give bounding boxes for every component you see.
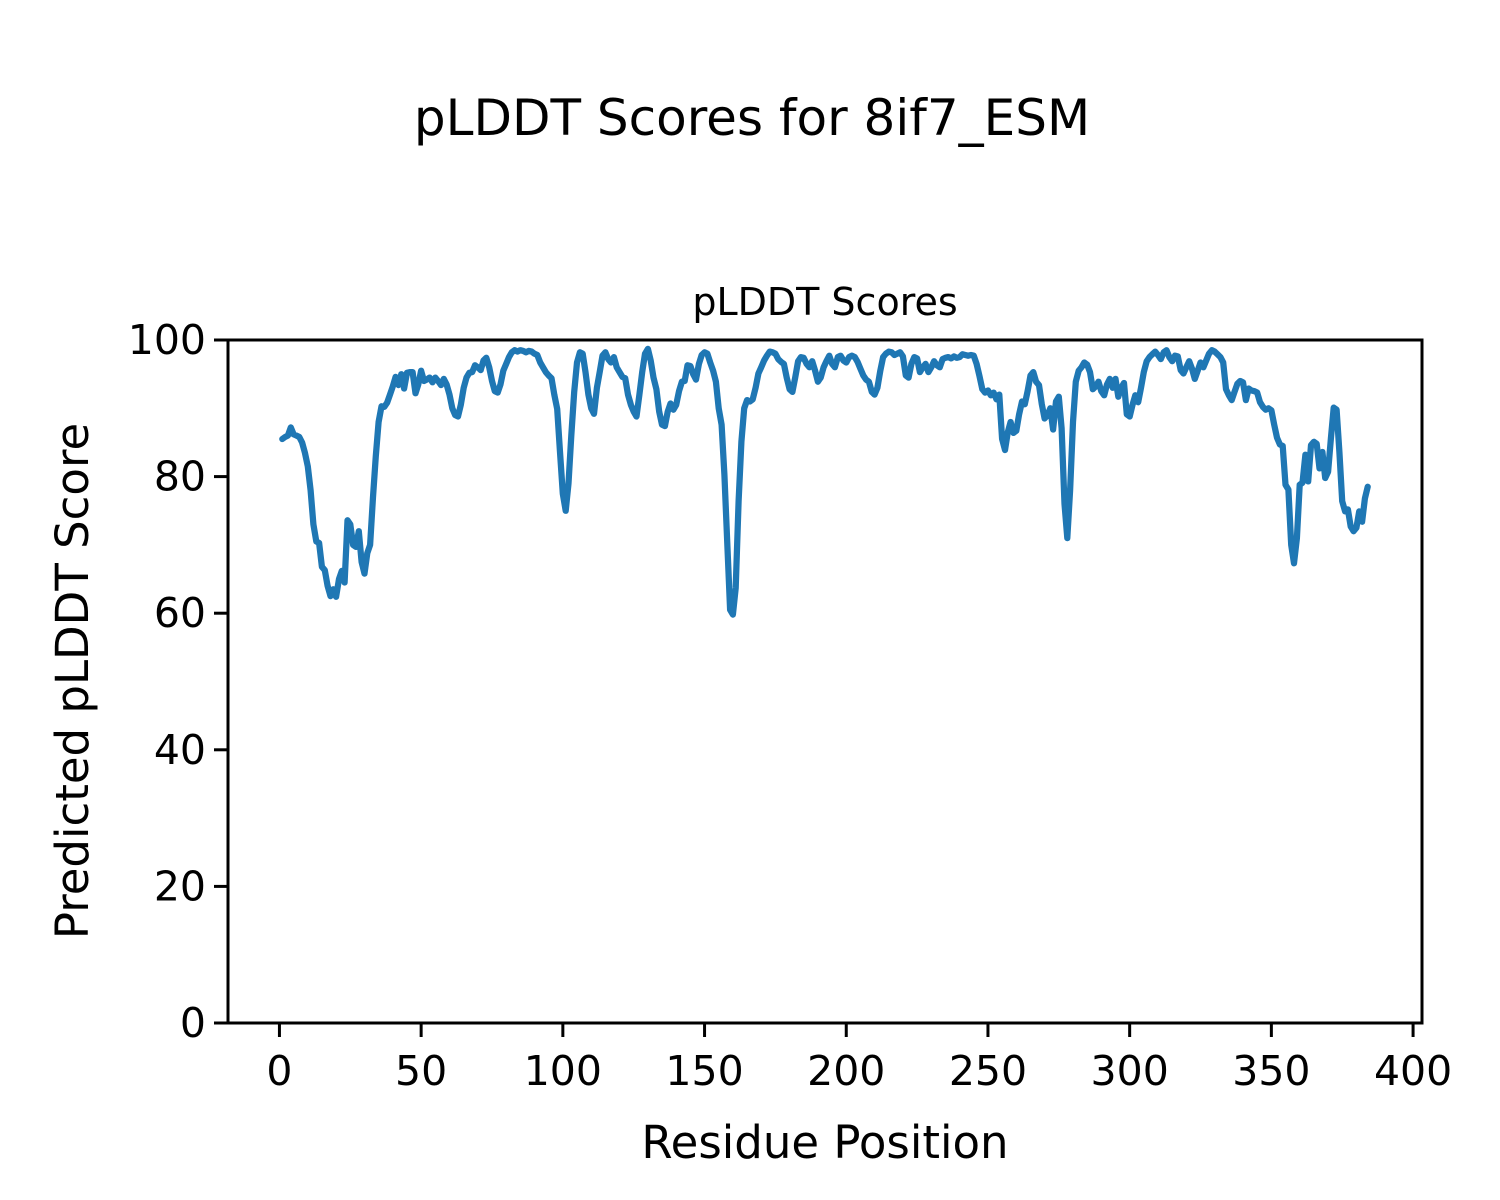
y-axis-label: Predicted pLDDT Score	[46, 423, 99, 939]
x-axis-label: Residue Position	[641, 1116, 1008, 1169]
y-tick-label: 60	[154, 589, 206, 637]
x-tick-label: 50	[395, 1047, 447, 1095]
axes-title: pLDDT Scores	[692, 280, 957, 324]
y-tick-label: 40	[154, 726, 206, 774]
x-axis-ticks: 0 50 100 150 200 250 300 350 400	[266, 1023, 1452, 1095]
figure-suptitle: pLDDT Scores for 8if7_ESM	[414, 89, 1090, 147]
x-tick-label: 300	[1091, 1047, 1169, 1095]
y-axis-ticks: 0 20 40 60 80 100	[128, 316, 228, 1047]
x-tick-label: 100	[524, 1047, 602, 1095]
x-tick-label: 250	[949, 1047, 1027, 1095]
x-tick-label: 150	[665, 1047, 743, 1095]
plddt-series	[279, 345, 1371, 618]
y-tick-label: 0	[180, 999, 206, 1047]
x-tick-label: 400	[1374, 1047, 1452, 1095]
y-tick-label: 80	[154, 453, 206, 501]
x-tick-label: 0	[266, 1047, 292, 1095]
plddt-line	[279, 345, 1371, 618]
plot-frame	[226, 338, 1424, 1025]
y-tick-label: 20	[154, 862, 206, 910]
x-tick-label: 350	[1232, 1047, 1310, 1095]
y-tick-label: 100	[128, 316, 206, 364]
x-tick-label: 200	[807, 1047, 885, 1095]
